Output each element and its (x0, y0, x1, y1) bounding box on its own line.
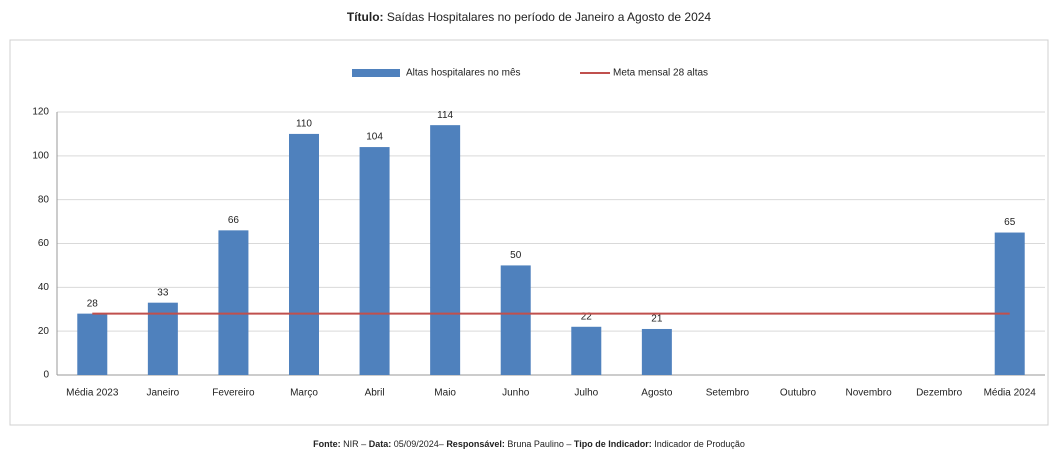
x-tick-label: Média 2024 (984, 388, 1037, 399)
data-label: 65 (1004, 217, 1016, 228)
y-tick-label: 40 (38, 282, 50, 293)
chart-title: Título: Saídas Hospitalares no período d… (347, 10, 712, 24)
bar (641, 328, 672, 375)
data-label: 66 (228, 215, 240, 226)
x-tick-label: Janeiro (146, 388, 179, 399)
footer-text: NIR – (343, 439, 366, 449)
legend-swatch (352, 69, 400, 77)
footer-label: Data: (369, 439, 392, 449)
y-tick-label: 0 (43, 370, 49, 381)
footer-label: Tipo de Indicador: (574, 439, 652, 449)
x-tick-label: Agosto (641, 388, 673, 399)
x-tick-label: Setembro (706, 388, 750, 399)
data-label: 28 (87, 298, 99, 309)
footer-text: 05/09/2024– (394, 439, 444, 449)
footer-text: Bruna Paulino – (507, 439, 571, 449)
bar (500, 265, 531, 375)
y-tick-label: 60 (38, 238, 50, 249)
legend-label: Meta mensal 28 altas (613, 68, 708, 79)
x-tick-label: Fevereiro (212, 388, 255, 399)
x-tick-label: Média 2023 (66, 388, 119, 399)
data-label: 114 (437, 110, 453, 121)
y-tick-label: 20 (38, 326, 50, 337)
x-tick-label: Dezembro (916, 388, 963, 399)
x-tick-label: Março (290, 388, 318, 399)
data-label: 50 (510, 250, 522, 261)
footer-label: Fonte: (313, 439, 341, 449)
y-tick-label: 80 (38, 194, 50, 205)
data-label: 33 (157, 287, 169, 298)
footer-label: Responsável: (446, 439, 505, 449)
bar (430, 125, 461, 376)
x-tick-label: Junho (502, 388, 530, 399)
x-tick-label: Outubro (780, 388, 817, 399)
x-tick-label: Novembro (846, 388, 893, 399)
bar (359, 147, 390, 375)
footer-text: Indicador de Produção (654, 439, 745, 449)
title-label: Título: (347, 10, 384, 24)
x-tick-label: Abril (365, 388, 385, 399)
y-tick-label: 120 (32, 107, 49, 118)
title-text: Saídas Hospitalares no período de Janeir… (387, 10, 712, 24)
x-tick-label: Maio (434, 388, 456, 399)
bar (571, 326, 602, 375)
bar (289, 133, 319, 375)
data-label: 110 (296, 119, 312, 130)
bar (218, 230, 249, 375)
legend-label: Altas hospitalares no mês (406, 68, 521, 79)
data-label: 21 (651, 314, 663, 325)
x-tick-label: Julho (574, 388, 598, 399)
y-tick-label: 100 (32, 150, 49, 161)
footer: Fonte: NIR – Data: 05/09/2024– Responsáv… (313, 439, 745, 449)
bar (994, 232, 1025, 375)
data-label: 104 (366, 132, 383, 143)
data-label: 22 (581, 311, 593, 322)
bar (147, 302, 178, 375)
bar (77, 313, 108, 375)
